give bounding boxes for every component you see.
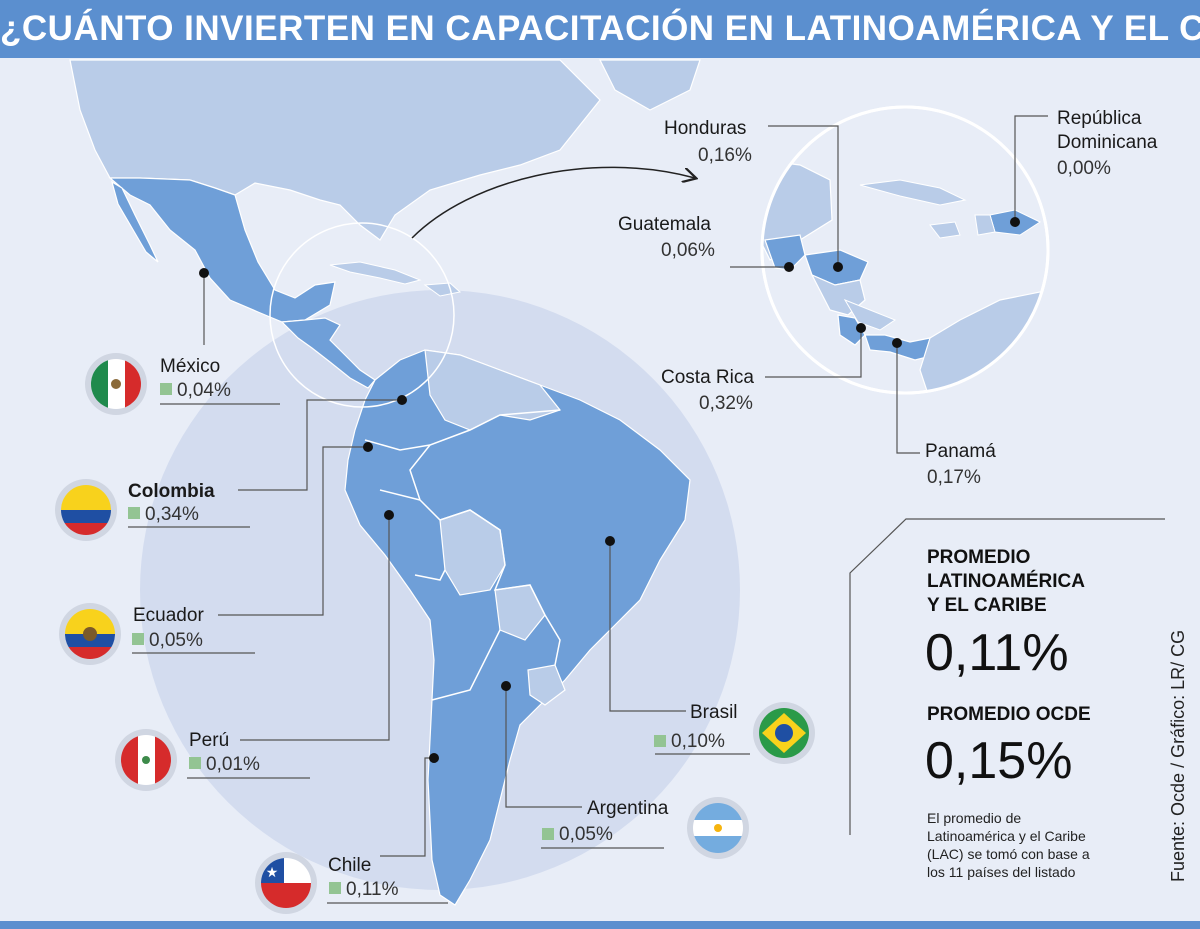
flag-colombia-icon: [55, 479, 117, 541]
avg-note-3: (LAC) se tomó con base a: [927, 846, 1090, 862]
flag-ecuador-icon: [59, 603, 121, 665]
land-north-america: [69, 59, 601, 241]
svg-text:★: ★: [266, 864, 279, 880]
border-andes: [364, 439, 501, 701]
label-guatemala-name: Guatemala: [618, 214, 711, 235]
label-honduras-value: 0,16%: [698, 145, 752, 166]
land-uruguay: [527, 664, 566, 706]
avg-ocde-value: 0,15%: [925, 732, 1072, 790]
label-mexico-value: 0,04%: [177, 380, 231, 401]
label-ecuador-name: Ecuador: [133, 605, 204, 626]
flag-chile-icon: ★: [255, 852, 317, 914]
flag-brazil-icon: [753, 702, 815, 764]
avg-note-4: los 11 países del listado: [927, 864, 1076, 880]
avg-lac-value: 0,11%: [925, 624, 1069, 682]
label-peru-name: Perú: [189, 730, 229, 751]
avg-note-1: El promedio de: [927, 810, 1021, 826]
avg-lac-heading-3: Y EL CARIBE: [927, 595, 1047, 616]
land-baja: [111, 180, 159, 263]
value-markers: [128, 383, 666, 894]
label-peru-value: 0,01%: [206, 754, 260, 775]
flag-mexico-icon: [85, 353, 147, 415]
source-credit: Fuente: Ocde / Gráfico: LR/ CG: [1168, 630, 1188, 882]
label-argentina-name: Argentina: [587, 798, 669, 819]
label-honduras-name: Honduras: [664, 118, 746, 139]
label-dominicana-name-2: Dominicana: [1057, 132, 1158, 153]
page-title: ¿CUÁNTO INVIERTEN EN CAPACITACIÓN EN LAT…: [0, 0, 1200, 58]
location-dots: [199, 217, 1020, 763]
label-brasil-name: Brasil: [690, 702, 738, 723]
label-guatemala-value: 0,06%: [661, 240, 715, 261]
zoom-circle: [269, 222, 455, 408]
avg-lac-heading-1: PROMEDIO: [927, 547, 1030, 568]
avg-ocde-heading: PROMEDIO OCDE: [927, 704, 1091, 725]
flag-peru-icon: [115, 729, 177, 791]
land-greenland: [599, 59, 701, 111]
flag-argentina-icon: [687, 797, 749, 859]
land-mexico: [108, 177, 336, 323]
label-costarica-name: Costa Rica: [661, 367, 754, 388]
border-brazil: [409, 409, 561, 666]
leader-lines: [128, 115, 1165, 904]
label-colombia-value: 0,34%: [145, 504, 199, 525]
bottom-bar: [0, 921, 1200, 929]
land-central-america: [280, 317, 376, 389]
label-colombia-name: Colombia: [128, 481, 215, 502]
avg-lac-heading-2: LATINOAMÉRICA: [927, 570, 1085, 592]
label-costarica-value: 0,32%: [699, 393, 753, 414]
label-panama-value: 0,17%: [927, 467, 981, 488]
label-chile-name: Chile: [328, 855, 371, 876]
avg-note-2: Latinoamérica y el Caribe: [927, 828, 1086, 844]
label-panama-name: Panamá: [925, 441, 996, 462]
label-brasil-value: 0,10%: [671, 731, 725, 752]
label-ecuador-value: 0,05%: [149, 630, 203, 651]
label-argentina-value: 0,05%: [559, 824, 613, 845]
label-chile-value: 0,11%: [346, 879, 399, 900]
label-dominicana-value: 0,00%: [1057, 158, 1111, 179]
zoom-arrow: [411, 166, 695, 239]
land-cuba: [329, 261, 422, 285]
label-dominicana-name-1: República: [1057, 108, 1142, 129]
land-venezuela: [424, 349, 562, 431]
label-mexico-name: México: [160, 356, 220, 377]
